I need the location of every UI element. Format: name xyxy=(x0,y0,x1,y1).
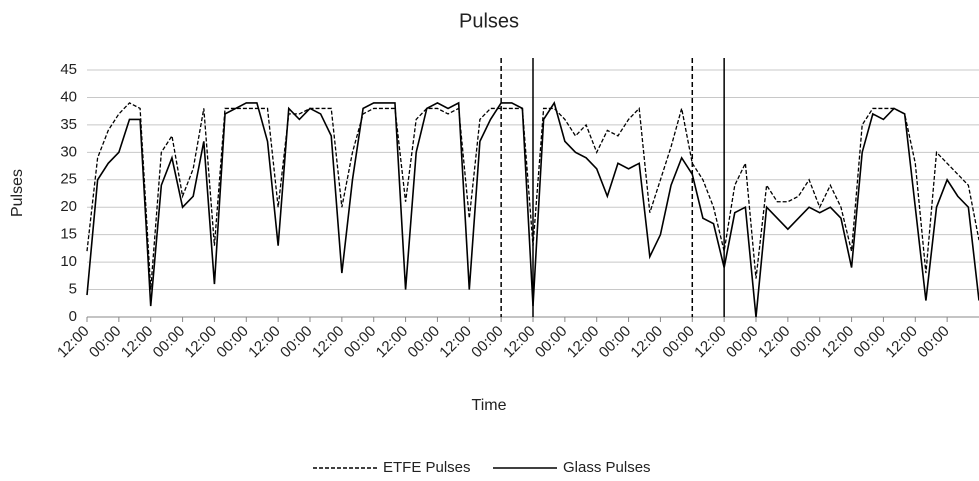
x-tick-label: 00:00 xyxy=(723,323,762,362)
x-tick-label: 00:00 xyxy=(850,323,889,362)
chart-title: Pulses xyxy=(459,10,519,32)
x-tick-label: 00:00 xyxy=(787,323,826,362)
x-tick-label: 12:00 xyxy=(309,323,348,362)
y-tick-label: 40 xyxy=(60,88,77,105)
legend-label: ETFE Pulses xyxy=(383,459,471,476)
y-tick-label: 0 xyxy=(69,308,77,325)
x-tick-label: 00:00 xyxy=(659,323,698,362)
x-tick-label: 00:00 xyxy=(86,323,125,362)
x-tick-label: 12:00 xyxy=(118,323,157,362)
x-tick-label: 12:00 xyxy=(627,323,666,362)
x-tick-label: 00:00 xyxy=(150,323,189,362)
y-tick-label: 10 xyxy=(60,253,77,270)
y-tick-label: 45 xyxy=(60,61,77,78)
y-axis-title: Pulses xyxy=(9,169,26,217)
y-tick-label: 20 xyxy=(60,198,77,215)
line-series xyxy=(86,100,979,318)
x-tick-label: 12:00 xyxy=(500,323,539,362)
x-tick-label: 12:00 xyxy=(436,323,475,362)
y-tick-label: 35 xyxy=(60,116,77,133)
x-tick-label: 00:00 xyxy=(596,323,635,362)
legend-label: Glass Pulses xyxy=(563,459,651,476)
x-tick-label: 12:00 xyxy=(181,323,220,362)
y-tick-label: 30 xyxy=(60,143,77,160)
x-tick-label: 12:00 xyxy=(564,323,603,362)
x-tick-label: 00:00 xyxy=(341,323,380,362)
x-tick-label: 00:00 xyxy=(468,323,507,362)
y-tick-label: 25 xyxy=(60,171,77,188)
x-tick-label: 12:00 xyxy=(755,323,794,362)
y-tick-label: 15 xyxy=(60,226,77,243)
x-tick-label: 12:00 xyxy=(691,323,730,362)
x-tick-label: 00:00 xyxy=(914,323,953,362)
x-axis-title: Time xyxy=(472,397,507,414)
x-tick-label: 12:00 xyxy=(819,323,858,362)
x-tick-label: 00:00 xyxy=(213,323,252,362)
line-series xyxy=(86,102,979,290)
x-tick-label: 00:00 xyxy=(404,323,443,362)
x-tick-label: 00:00 xyxy=(532,323,571,362)
x-tick-label: 12:00 xyxy=(54,323,93,362)
x-tick-label: 12:00 xyxy=(245,323,284,362)
y-tick-label: 5 xyxy=(69,281,77,298)
x-tick-label: 12:00 xyxy=(373,323,412,362)
x-tick-label: 12:00 xyxy=(882,323,921,362)
x-tick-label: 00:00 xyxy=(277,323,316,362)
